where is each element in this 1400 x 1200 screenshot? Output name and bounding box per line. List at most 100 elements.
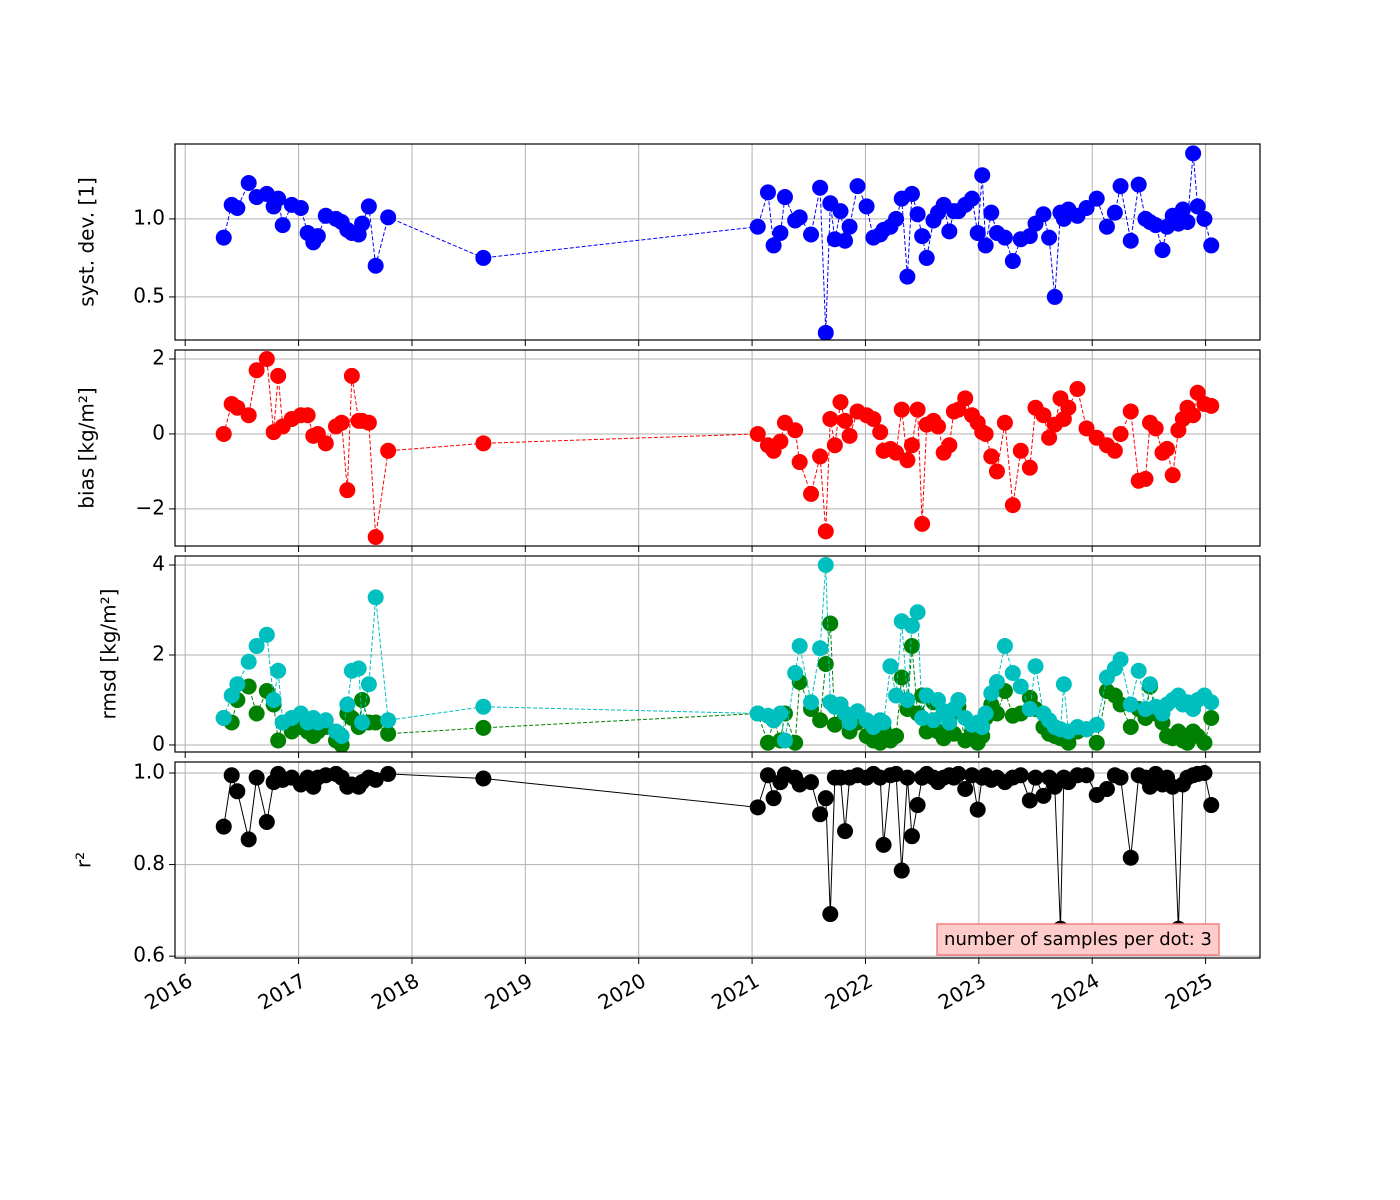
data-point <box>1060 734 1077 751</box>
data-point <box>215 425 232 442</box>
data-point <box>1088 190 1105 207</box>
data-point <box>803 694 820 711</box>
data-point <box>343 367 360 384</box>
data-point <box>969 801 986 818</box>
data-point <box>1137 470 1154 487</box>
data-point <box>812 179 829 196</box>
x-tick-label: 2021 <box>707 968 763 1014</box>
data-point <box>475 249 492 266</box>
data-point <box>983 204 1000 221</box>
data-point <box>1078 767 1095 784</box>
y-axis-label: syst. dev. [1] <box>75 177 99 307</box>
data-point <box>1203 709 1220 726</box>
data-point <box>339 482 356 499</box>
data-point <box>765 790 782 807</box>
data-point <box>772 224 789 241</box>
x-tick-label: 2025 <box>1161 968 1217 1014</box>
data-point <box>240 831 257 848</box>
data-point <box>1069 380 1086 397</box>
data-point <box>865 410 882 427</box>
data-point <box>229 199 246 216</box>
data-point <box>826 437 843 454</box>
y-tick-label: 0 <box>152 731 165 755</box>
data-point <box>1088 734 1105 751</box>
data-point <box>974 167 991 184</box>
data-point <box>1098 781 1115 798</box>
data-point <box>749 218 766 235</box>
data-point <box>258 626 275 643</box>
data-point <box>1147 420 1164 437</box>
data-point <box>841 427 858 444</box>
data-point <box>1122 696 1139 713</box>
data-point <box>909 797 926 814</box>
data-point <box>360 198 377 215</box>
data-point <box>776 732 793 749</box>
data-point <box>791 637 808 654</box>
data-point <box>380 765 397 782</box>
data-point <box>1122 849 1139 866</box>
data-point <box>899 769 916 786</box>
axes-frame <box>174 349 1261 547</box>
data-point <box>1196 764 1213 781</box>
data-point <box>812 806 829 823</box>
data-point <box>215 818 232 835</box>
data-point <box>822 906 839 923</box>
axes-frame <box>174 761 1261 959</box>
data-point <box>1122 403 1139 420</box>
data-point <box>1046 288 1063 305</box>
data-point <box>1021 792 1038 809</box>
data-point <box>812 712 829 729</box>
data-point <box>872 424 889 441</box>
data-point <box>988 705 1005 722</box>
data-point <box>969 224 986 241</box>
plot-area <box>215 556 1220 752</box>
data-point <box>914 228 931 245</box>
x-tick-label: 2023 <box>934 968 990 1014</box>
data-point <box>1122 718 1139 735</box>
data-point <box>803 485 820 502</box>
data-point <box>858 198 875 215</box>
data-point <box>849 178 866 195</box>
data-point <box>899 452 916 469</box>
data-point <box>1098 218 1115 235</box>
y-tick-label: 2 <box>152 641 165 665</box>
data-point <box>1106 442 1123 459</box>
y-tick-label: 0.8 <box>133 851 165 875</box>
data-point <box>803 226 820 243</box>
data-point <box>772 705 789 722</box>
data-point <box>749 799 766 816</box>
data-point <box>903 617 920 634</box>
data-point <box>888 210 905 227</box>
data-point <box>215 709 232 726</box>
series-line <box>223 772 1212 929</box>
data-point <box>888 727 905 744</box>
data-point <box>317 712 334 729</box>
data-point <box>909 604 926 621</box>
data-point <box>903 828 920 845</box>
data-point <box>1078 199 1095 216</box>
data-point <box>749 425 766 442</box>
data-point <box>1159 440 1176 457</box>
data-point <box>360 414 377 431</box>
data-point <box>941 223 958 240</box>
x-tick-label: 2019 <box>480 968 536 1014</box>
data-point <box>957 390 974 407</box>
data-point <box>274 217 291 234</box>
annotation: number of samples per dot: 3 <box>944 929 1212 950</box>
data-point <box>822 410 839 427</box>
data-point <box>1122 232 1139 249</box>
data-point <box>350 660 367 677</box>
data-point <box>240 175 257 192</box>
data-point <box>930 418 947 435</box>
data-point <box>1012 678 1029 695</box>
data-point <box>950 765 967 782</box>
data-point <box>909 401 926 418</box>
data-point <box>265 691 282 708</box>
data-point <box>837 823 854 840</box>
data-point <box>333 414 350 431</box>
y-tick-label: 2 <box>152 345 165 369</box>
y-tick-label: 4 <box>152 551 165 575</box>
data-point <box>893 401 910 418</box>
